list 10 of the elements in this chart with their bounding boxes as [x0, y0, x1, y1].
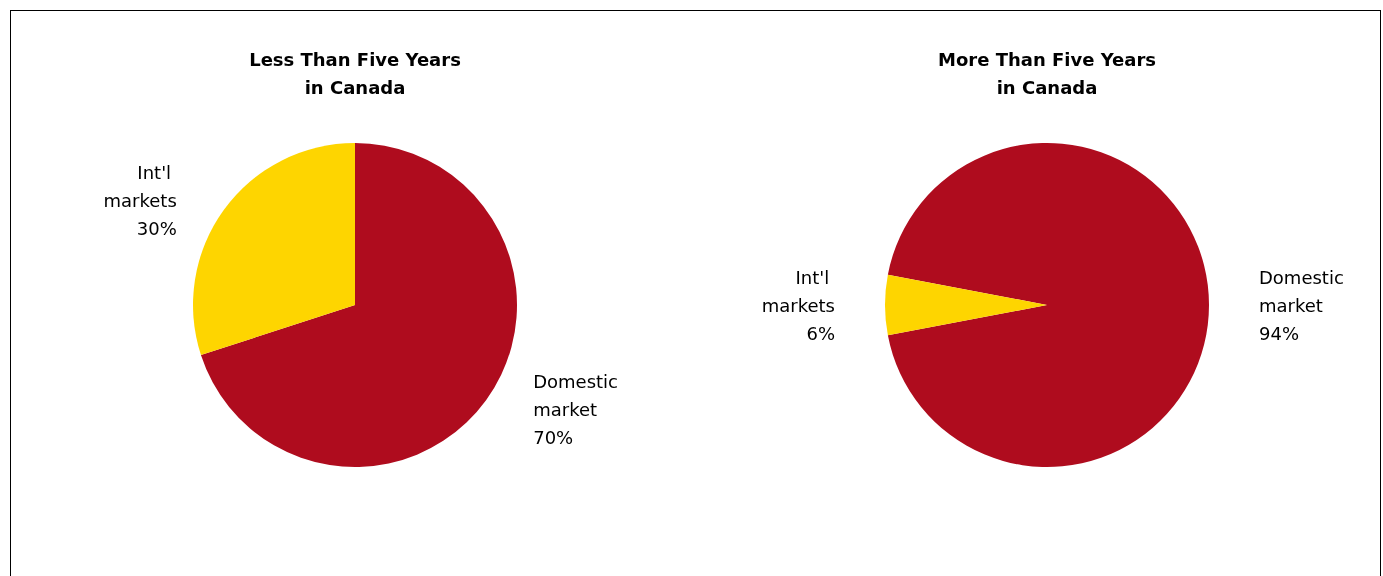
- slice-label: Domestic market: [533, 370, 624, 420]
- slice-label: Int'l markets: [103, 162, 177, 212]
- slice-label: Domestic market: [1259, 266, 1350, 316]
- chart-title: Less Than Five Years in Canada: [249, 48, 461, 98]
- chart-title: More Than Five Years in Canada: [938, 48, 1156, 98]
- data-label: 30%: [136, 218, 177, 240]
- data-label: 6%: [806, 322, 835, 344]
- slice-label: Int'l markets: [761, 266, 835, 316]
- data-label: 94%: [1259, 322, 1300, 344]
- data-label: 70%: [533, 426, 574, 448]
